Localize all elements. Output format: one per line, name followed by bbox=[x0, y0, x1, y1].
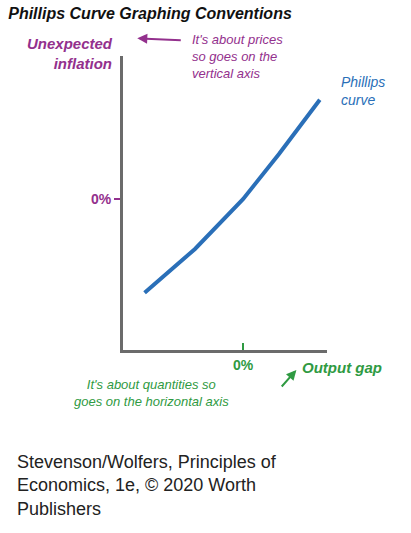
svg-text:It's about pricesso goes on th: It's about pricesso goes on thevertical … bbox=[192, 32, 283, 81]
svg-text:0%: 0% bbox=[233, 357, 254, 373]
svg-text:Phillipscurve: Phillipscurve bbox=[341, 74, 385, 108]
svg-text:Unexpectedinflation: Unexpectedinflation bbox=[27, 35, 113, 72]
svg-text:0%: 0% bbox=[91, 191, 112, 207]
svg-text:It's about quantities sogoes o: It's about quantities sogoes on the hori… bbox=[74, 377, 229, 409]
svg-text:Phillips Curve Graphing Conven: Phillips Curve Graphing Conventions bbox=[8, 5, 292, 22]
svg-text:Stevenson/Wolfers, Principles: Stevenson/Wolfers, Principles ofEconomic… bbox=[17, 452, 277, 519]
svg-text:Output gap: Output gap bbox=[302, 359, 382, 376]
